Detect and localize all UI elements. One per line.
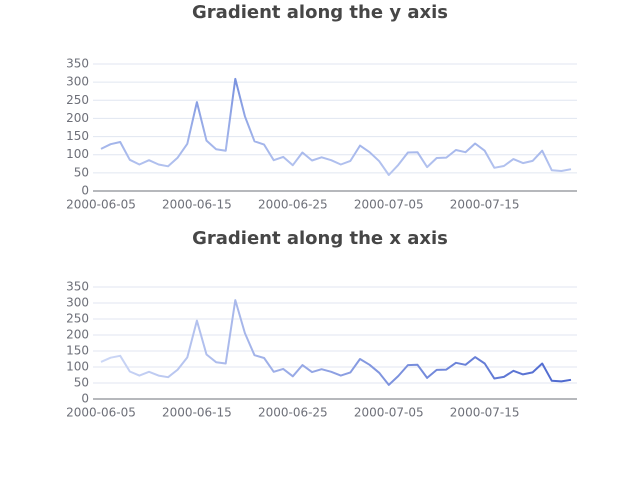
y-tick-label: 200	[66, 328, 89, 342]
y-tick-label: 0	[81, 392, 89, 406]
x-tick-label: 2000-06-15	[162, 406, 232, 420]
chart-title: Gradient along the y axis	[192, 2, 448, 23]
y-tick-label: 250	[66, 93, 89, 107]
y-tick-label: 50	[74, 165, 89, 179]
y-tick-label: 350	[66, 280, 89, 294]
x-tick-label: 2000-07-15	[450, 406, 520, 420]
y-tick-label: 350	[66, 57, 89, 71]
y-tick-label: 50	[74, 376, 89, 390]
y-tick-label: 150	[66, 344, 89, 358]
x-tick-label: 2000-06-15	[162, 198, 232, 212]
x-tick-label: 2000-06-05	[66, 406, 136, 420]
y-tick-label: 150	[66, 129, 89, 143]
y-tick-label: 200	[66, 111, 89, 125]
y-tick-label: 0	[81, 184, 89, 198]
x-tick-label: 2000-06-25	[258, 198, 328, 212]
x-tick-label: 2000-06-25	[258, 406, 328, 420]
x-tick-label: 2000-06-05	[66, 198, 136, 212]
line-series	[100, 299, 572, 386]
line-series	[100, 77, 572, 176]
y-tick-label: 300	[66, 75, 89, 89]
y-tick-label: 100	[66, 147, 89, 161]
y-tick-label: 100	[66, 360, 89, 374]
x-tick-label: 2000-07-15	[450, 198, 520, 212]
y-tick-label: 250	[66, 312, 89, 326]
x-tick-label: 2000-07-05	[354, 406, 424, 420]
y-tick-label: 300	[66, 296, 89, 310]
x-tick-label: 2000-07-05	[354, 198, 424, 212]
chart-title: Gradient along the x axis	[192, 228, 448, 249]
